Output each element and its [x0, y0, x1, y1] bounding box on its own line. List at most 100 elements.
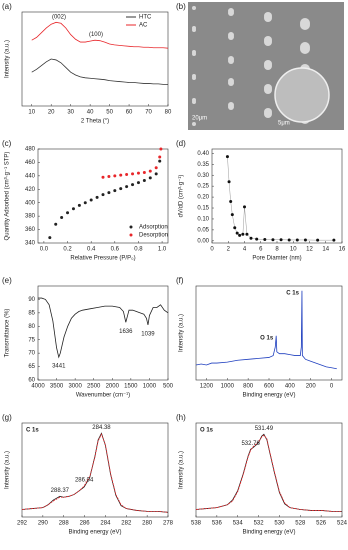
x-tick-label: 12 [306, 247, 313, 253]
y-tick-label: 480 [25, 147, 36, 153]
x-tick-label: 200 [306, 384, 317, 390]
y-tick-label: 0.30 [197, 173, 209, 179]
y-tick-label: 400 [25, 200, 36, 206]
point [316, 238, 320, 242]
series-line [195, 434, 342, 512]
x-tick-label: 3500 [50, 384, 64, 390]
peak-label: 1039 [141, 332, 155, 338]
x-axis-label: Wavenumber (cm⁻¹) [76, 393, 130, 399]
legend-swatch [129, 225, 133, 229]
peak-label: 3441 [52, 364, 66, 370]
y-tick-label: 0.15 [197, 206, 209, 212]
y-tick-label: 380 [25, 214, 36, 220]
particle [192, 6, 196, 10]
point [263, 238, 267, 242]
x-tick-label: 0 [330, 384, 334, 390]
x-tick-label: 16 [339, 247, 346, 253]
series-line [38, 297, 169, 359]
point [77, 203, 81, 207]
point [287, 238, 291, 242]
y-tick-label: 0.35 [197, 162, 209, 168]
panel-label: (h) [176, 413, 186, 422]
y-axis-label: Intensity (a.u.) [179, 451, 185, 489]
point [142, 171, 146, 174]
point [332, 238, 336, 242]
x-tick-label: 286 [80, 521, 91, 527]
x-tick-label: 0.8 [134, 247, 143, 253]
x-tick-label: 400 [285, 384, 296, 390]
series-line [21, 432, 169, 513]
particle [228, 78, 234, 84]
point [48, 236, 52, 240]
peak-label: C 1s [286, 290, 299, 296]
plot-frame [195, 422, 343, 518]
x-tick-label: 534 [233, 521, 244, 527]
point [131, 183, 135, 187]
particle [192, 122, 196, 126]
y-tick-label: 420 [25, 187, 36, 193]
x-tick-label: 526 [316, 521, 327, 527]
point [303, 238, 307, 242]
series-line [31, 58, 168, 85]
particle [264, 108, 272, 116]
x-axis-label: Binding energy (eV) [242, 530, 295, 536]
point [119, 173, 123, 177]
x-tick-label: 528 [295, 521, 306, 527]
y-tick-label: 0.40 [197, 151, 209, 157]
x-tick-label: 0 [210, 247, 214, 253]
point [60, 215, 64, 219]
point [125, 185, 129, 189]
y-tick-label: 75 [28, 337, 35, 343]
y-tick-label: 0.10 [197, 217, 209, 223]
legend-label: AC [139, 23, 148, 29]
x-tick-label: 524 [337, 521, 348, 527]
x-tick-label: 500 [163, 384, 174, 390]
x-tick-label: 530 [274, 521, 285, 527]
x-tick-label: 0.6 [111, 247, 120, 253]
point [235, 231, 239, 235]
y-tick-label: 90 [28, 297, 35, 303]
x-tick-label: 282 [121, 521, 132, 527]
point [107, 191, 111, 195]
point [158, 159, 162, 163]
x-tick-label: 40 [87, 110, 94, 116]
x-tick-label: 292 [17, 521, 28, 527]
x-tick-label: 1000 [143, 384, 157, 390]
y-tick-label: 360 [25, 227, 36, 233]
y-axis-label: Intensity (a.u.) [179, 314, 185, 352]
point [95, 195, 99, 199]
x-tick-label: 280 [142, 521, 153, 527]
peak-label: 288.37 [51, 488, 70, 494]
point [243, 205, 246, 209]
x-tick-label: 1000 [221, 384, 235, 390]
point [271, 238, 275, 242]
x-tick-label: 278 [163, 521, 174, 527]
point [154, 172, 158, 176]
particle [192, 26, 196, 30]
plot-frame [37, 148, 169, 244]
x-tick-label: 1500 [124, 384, 138, 390]
point [66, 211, 70, 215]
y-tick-label: 60 [28, 378, 35, 384]
plot-frame [21, 11, 169, 107]
point [54, 222, 58, 226]
point [125, 173, 129, 177]
y-tick-label: 0.20 [197, 195, 209, 201]
panel-label: (c) [2, 139, 12, 148]
particle [300, 42, 310, 52]
y-tick-label: 440 [25, 173, 36, 179]
legend-label: Adsorption [139, 225, 168, 231]
point [241, 232, 245, 236]
point [233, 226, 237, 230]
peak-label: 532.76 [241, 441, 260, 447]
x-tick-label: 1200 [200, 384, 214, 390]
x-tick-label: 3000 [68, 384, 82, 390]
plot-frame [37, 285, 169, 381]
point [230, 213, 234, 217]
point [154, 166, 158, 170]
particle [264, 60, 272, 68]
x-tick-label: 8 [275, 247, 279, 253]
particle [228, 8, 234, 14]
plot-frame [21, 422, 169, 518]
